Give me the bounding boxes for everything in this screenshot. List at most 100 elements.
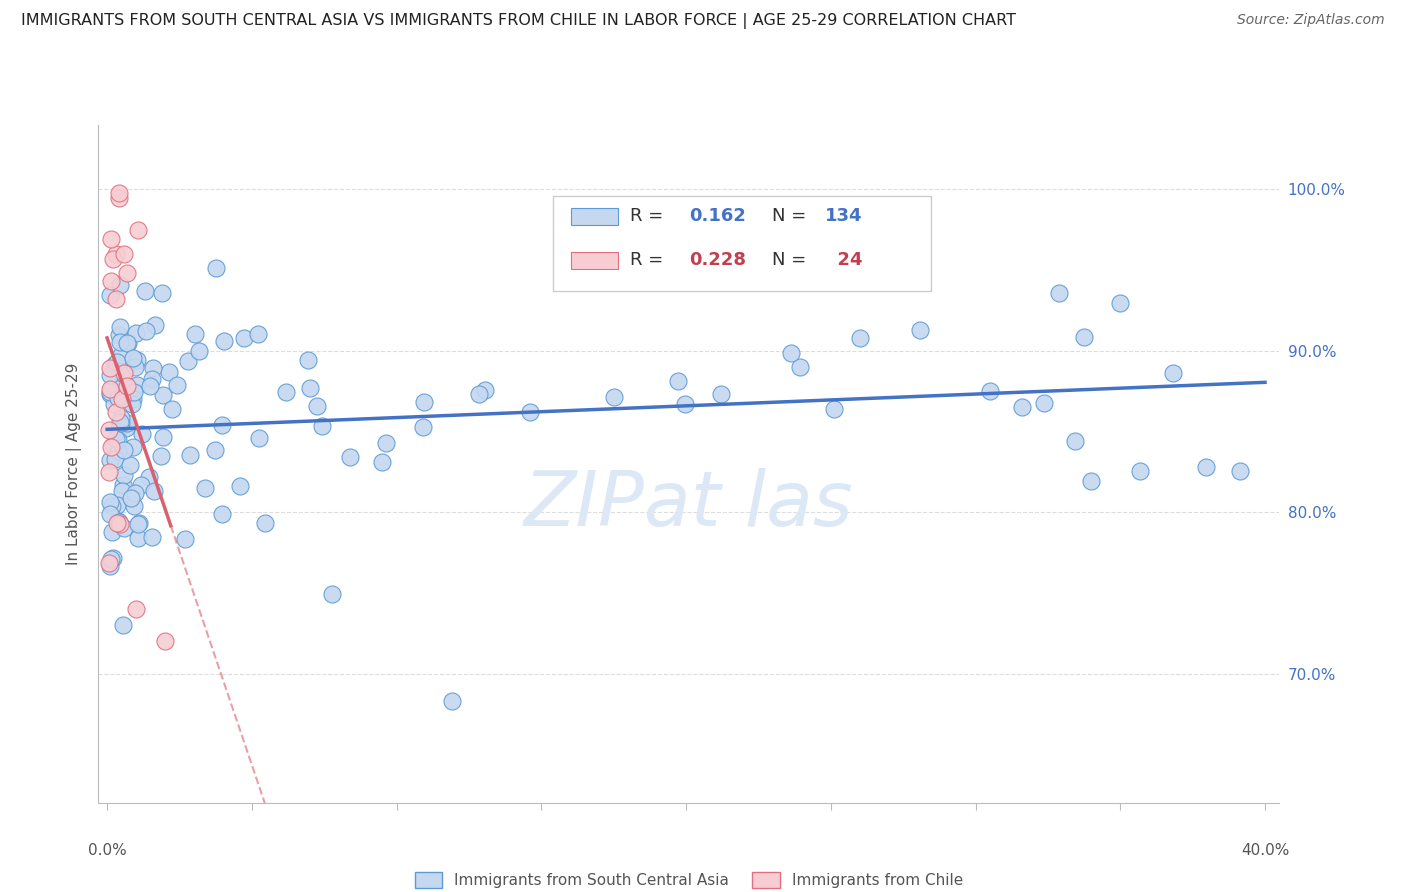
Point <box>1033 395 1056 409</box>
Point <box>98 287 121 301</box>
Text: 40.0%: 40.0% <box>1241 843 1289 858</box>
Point <box>98 508 121 522</box>
Point <box>979 384 1001 398</box>
Point <box>110 417 132 431</box>
Point <box>110 410 132 425</box>
FancyBboxPatch shape <box>553 196 931 291</box>
Point <box>107 516 129 530</box>
Point <box>98 453 121 467</box>
Point <box>112 477 135 491</box>
Point <box>141 529 163 543</box>
Point <box>112 618 135 632</box>
Point <box>98 361 121 376</box>
Point <box>120 458 142 472</box>
Point <box>125 352 148 367</box>
Point <box>375 435 398 450</box>
Point <box>160 402 183 417</box>
Point <box>98 558 121 573</box>
Point <box>848 331 870 345</box>
Point <box>108 516 131 531</box>
Point <box>152 430 174 444</box>
Point <box>157 365 180 379</box>
Point <box>1073 330 1095 344</box>
Point <box>211 507 233 521</box>
Point <box>602 390 624 404</box>
Point <box>117 335 139 350</box>
Point <box>412 420 434 434</box>
Point <box>150 285 173 300</box>
Point <box>143 318 166 332</box>
Point <box>122 440 145 454</box>
Point <box>107 391 129 405</box>
Point <box>104 247 127 261</box>
Point <box>110 348 132 362</box>
Point <box>297 352 319 367</box>
Point <box>138 469 160 483</box>
FancyBboxPatch shape <box>571 208 619 225</box>
Point <box>152 388 174 402</box>
Point <box>110 417 132 431</box>
Point <box>121 392 143 406</box>
Point <box>1161 366 1184 380</box>
Point <box>108 320 131 334</box>
Point <box>101 524 124 539</box>
Point <box>789 360 811 375</box>
Point <box>205 261 228 276</box>
Point <box>108 415 131 429</box>
Point <box>211 417 233 432</box>
Point <box>1011 400 1033 414</box>
Point <box>370 455 392 469</box>
Legend: Immigrants from South Central Asia, Immigrants from Chile: Immigrants from South Central Asia, Immi… <box>408 864 970 892</box>
Point <box>117 379 139 393</box>
Point <box>107 190 129 204</box>
Point <box>125 602 148 616</box>
Point <box>187 344 209 359</box>
Point <box>107 424 129 438</box>
Point <box>100 274 122 288</box>
Point <box>114 421 136 435</box>
Point <box>666 374 689 388</box>
Point <box>339 450 361 464</box>
Point <box>440 694 463 708</box>
Point <box>124 359 146 374</box>
Point <box>823 402 845 417</box>
Point <box>101 551 124 566</box>
Point <box>468 387 491 401</box>
Point <box>101 252 124 266</box>
Point <box>1080 474 1102 488</box>
Point <box>122 351 145 365</box>
Point <box>105 516 128 530</box>
Point <box>111 484 134 499</box>
Point <box>307 399 329 413</box>
Point <box>108 278 131 293</box>
Point <box>177 354 200 368</box>
Point <box>124 486 146 500</box>
Point <box>105 498 128 512</box>
Point <box>98 368 121 382</box>
Point <box>97 465 120 479</box>
Point <box>142 483 165 498</box>
Point <box>229 479 252 493</box>
Point <box>1195 459 1218 474</box>
Point <box>107 514 129 528</box>
Point <box>122 385 145 400</box>
Point <box>184 327 207 342</box>
Point <box>120 491 142 505</box>
Point <box>105 355 128 369</box>
Point <box>246 327 269 342</box>
Text: 0.162: 0.162 <box>689 208 745 226</box>
Point <box>100 232 122 246</box>
Point <box>103 397 125 411</box>
Point <box>115 416 138 430</box>
Point <box>97 556 120 570</box>
Point <box>108 327 131 342</box>
Text: R =: R = <box>630 208 669 226</box>
Text: N =: N = <box>772 208 811 226</box>
Point <box>673 396 696 410</box>
Point <box>98 386 121 401</box>
Point <box>112 521 135 535</box>
Point <box>121 397 143 411</box>
Point <box>311 419 333 434</box>
Point <box>125 326 148 340</box>
Point <box>112 366 135 380</box>
